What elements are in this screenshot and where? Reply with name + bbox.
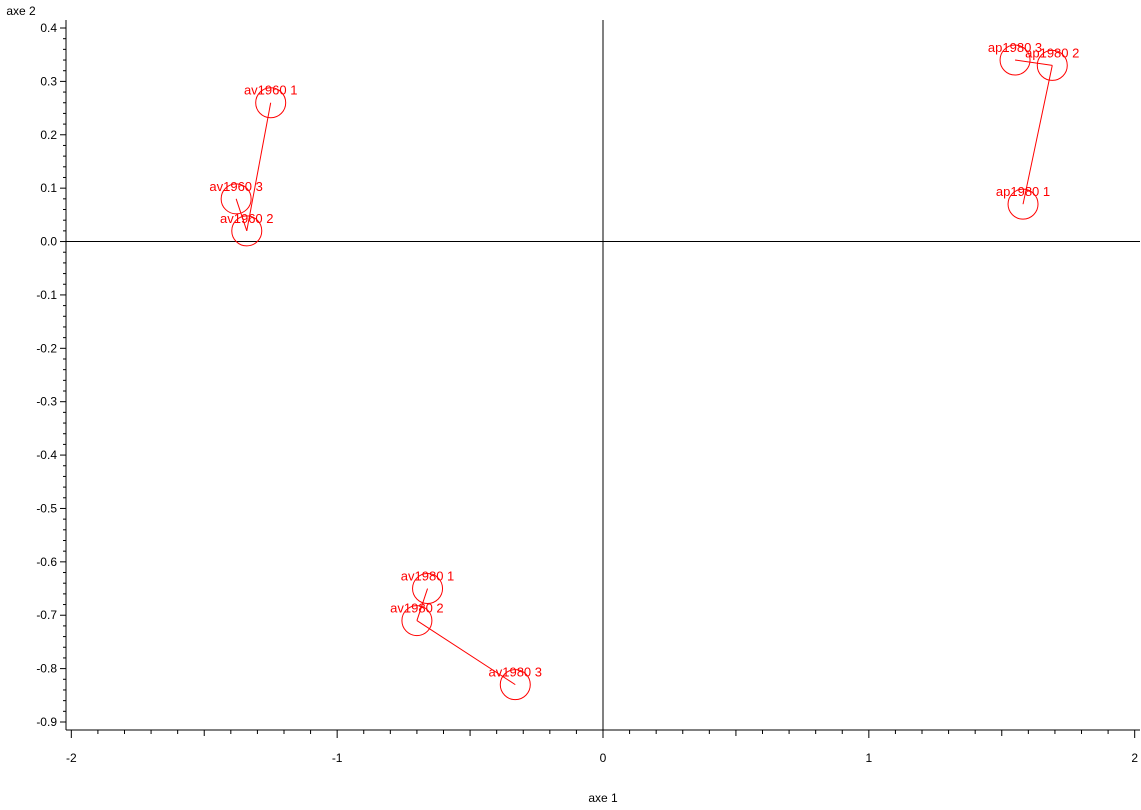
y-tick-label: -0.4 — [36, 448, 57, 462]
y-tick-label: -0.7 — [36, 608, 57, 622]
x-tick-label: 0 — [600, 751, 607, 765]
point-label: av1960 3 — [209, 179, 263, 194]
plot-marks: av1960 1 av1960 2 av1960 3 av1980 1 av1980 2… — [209, 40, 1079, 701]
connector-line — [235, 198, 248, 232]
y-tick-label: 0.3 — [40, 74, 57, 88]
axes: -2 -1 0 1 2 0.4 0.3 0.2 0.1 0.0 -0.1 -0.2 -0.3 -0.4 -0… — [36, 20, 1140, 765]
y-tick-label: 0.1 — [40, 181, 57, 195]
point-label: av1980 3 — [489, 665, 543, 680]
point-marker — [231, 215, 263, 247]
y-tick-label: -0.1 — [36, 288, 57, 302]
point-marker — [255, 87, 287, 119]
y-tick-label: -0.5 — [36, 501, 57, 515]
point-marker — [999, 44, 1031, 76]
x-tick-label: 1 — [865, 751, 872, 765]
connector-line — [416, 588, 429, 621]
y-tick-label: -0.8 — [36, 662, 57, 676]
point-marker — [1036, 49, 1068, 81]
point-label: av1980 1 — [401, 569, 455, 584]
x-tick-label: 2 — [1131, 751, 1138, 765]
connector-line — [1022, 65, 1053, 205]
x-axis-title: axe 1 — [588, 791, 618, 805]
x-tick-label: -2 — [66, 751, 77, 765]
y-tick-label: 0.0 — [40, 235, 57, 249]
y-tick-label: -0.2 — [36, 341, 57, 355]
connector-line — [416, 620, 516, 686]
point-label: av1980 2 — [390, 601, 444, 616]
y-tick-label: 0.2 — [40, 128, 57, 142]
point-label: ap1980 3 — [988, 40, 1042, 55]
point-marker — [412, 573, 444, 605]
point-label: av1960 1 — [244, 83, 298, 98]
connector-line — [1014, 59, 1053, 66]
y-tick-label: 0.4 — [40, 21, 57, 35]
point-label: av1960 2 — [220, 211, 274, 226]
point-marker — [499, 669, 531, 701]
point-label: ap1980 2 — [1025, 45, 1079, 60]
point-label: ap1980 1 — [996, 184, 1050, 199]
y-tick-label: -0.6 — [36, 555, 57, 569]
y-tick-label: -0.9 — [36, 715, 57, 729]
point-marker — [220, 183, 252, 215]
point-marker — [1007, 188, 1039, 220]
x-tick-label: -1 — [332, 751, 343, 765]
y-axis-title: axe 2 — [6, 4, 36, 18]
connector-line — [246, 102, 272, 231]
y-tick-label: -0.3 — [36, 395, 57, 409]
point-marker — [401, 605, 433, 637]
